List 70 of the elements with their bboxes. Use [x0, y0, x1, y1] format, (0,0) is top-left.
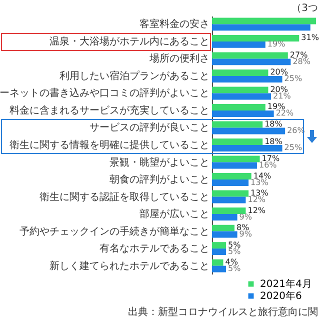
data-label: 18%: [264, 120, 283, 129]
y-tick-label: サービスの評判が良いこと: [90, 122, 210, 134]
data-label: 19%: [267, 40, 286, 49]
data-label: 12%: [248, 206, 266, 215]
data-label: 5%: [228, 240, 242, 250]
bar: [212, 86, 268, 94]
y-tick-label: 客室料金の安さ: [140, 18, 210, 30]
bar: [212, 208, 246, 214]
bar: [212, 58, 291, 66]
y-tick-label: 場所の便利さ: [148, 52, 210, 65]
bar: [212, 242, 226, 249]
data-label: 27%: [290, 50, 308, 60]
bar: [212, 110, 274, 117]
bar: [212, 259, 224, 266]
y-tick-label: 衛生に関する認証を取得していること: [40, 190, 210, 203]
data-label: 5%: [228, 246, 242, 256]
data-label: 9%: [239, 230, 252, 239]
bar: [212, 121, 263, 128]
legend-label: 2020年6: [260, 290, 302, 302]
bar: [212, 173, 252, 180]
bar: [212, 70, 268, 76]
y-tick-label: 有名なホテルであること: [100, 242, 210, 255]
bar: [212, 180, 249, 186]
y-tick-label: 温泉・大浴場がホテル内にあること: [50, 35, 210, 48]
data-label: 9%: [239, 212, 252, 222]
data-label: 31%: [301, 33, 320, 42]
data-label: 18%: [264, 136, 283, 146]
data-label: 25%: [284, 74, 302, 84]
y-tick-label: ーネットの書き込みや口コミの評判がよいこと: [0, 87, 210, 100]
bar: [212, 248, 226, 256]
data-label: 13%: [250, 178, 269, 187]
y-tick-label: 予約やチェックインの手続きが簡単なこと: [20, 225, 210, 238]
data-label: 25%: [284, 143, 302, 152]
source-note: 出典：新型コロナウイルスと旅行意向に関: [128, 306, 318, 319]
bar: [212, 52, 288, 59]
bar: [212, 266, 226, 272]
y-tick-label: 衛生に関する情報を明確に提供していること: [10, 139, 210, 151]
bar: [212, 190, 249, 197]
data-label: 21%: [273, 91, 292, 100]
bar: [212, 24, 310, 31]
data-label: 12%: [248, 195, 266, 204]
legend-label: 2021年4月: [260, 278, 312, 290]
y-tick-label: 料金に含まれるサービスが充実していること: [10, 104, 210, 116]
data-label: 5%: [228, 264, 242, 274]
bar: [212, 224, 234, 232]
bar: [212, 76, 282, 82]
bar: [212, 145, 282, 152]
bar: [212, 138, 263, 145]
text: （3つ: [292, 2, 318, 15]
data-label: 22%: [276, 108, 294, 118]
bar: [212, 156, 260, 162]
bar: [212, 128, 286, 134]
data-label: 20%: [270, 84, 288, 94]
data-label: 28%: [292, 56, 311, 66]
bar: [212, 231, 238, 238]
bar: [212, 34, 300, 42]
bar: [212, 93, 272, 100]
bar: [212, 162, 257, 169]
bar: [212, 104, 266, 110]
bar: [212, 18, 316, 24]
bar: [212, 41, 266, 48]
data-label: 16%: [258, 160, 278, 170]
y-tick-label: 景観・眺望がよいこと: [110, 156, 210, 168]
y-tick-label: 部屋が広いこと: [140, 208, 210, 220]
data-label: 14%: [253, 171, 272, 180]
y-tick-label: 利用したい宿泊プランがあること: [60, 70, 210, 82]
y-tick-label: 朝食の評判がよいこと: [110, 174, 210, 186]
bar: [212, 214, 238, 220]
bar: [212, 196, 246, 204]
y-tick-label: 新しく建てられたホテルであること: [50, 260, 210, 272]
